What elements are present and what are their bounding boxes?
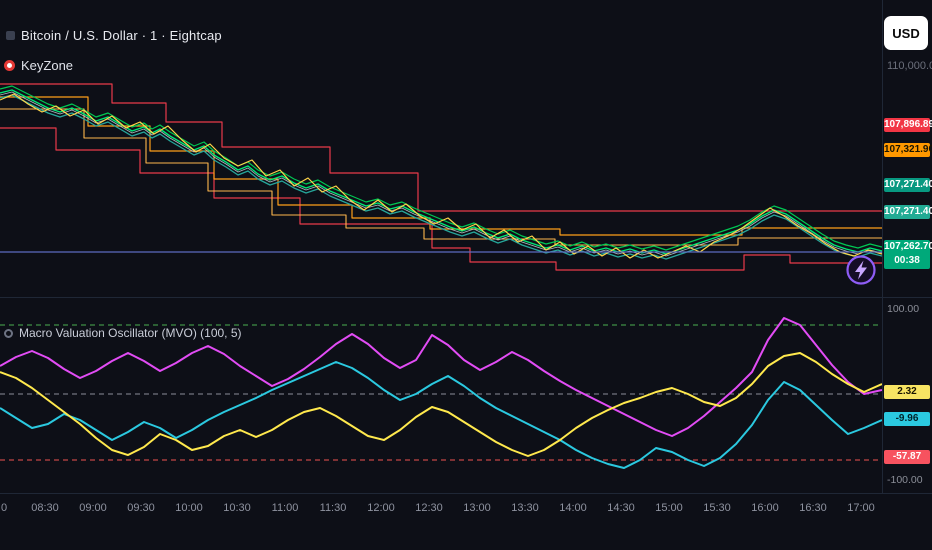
time-label: 10:00 (175, 502, 203, 514)
price-axis-separator (882, 0, 883, 493)
lightning-badge-icon[interactable] (845, 254, 877, 286)
keyzone-legend[interactable]: KeyZone (4, 58, 73, 73)
time-label: 09:00 (79, 502, 107, 514)
time-label: 17:00 (847, 502, 875, 514)
time-axis-separator (0, 493, 932, 494)
time-label: 12:00 (367, 502, 395, 514)
osc-scale-bottom: -100.00 (887, 474, 923, 486)
time-label: 13:30 (511, 502, 539, 514)
keyzone-label: KeyZone (21, 58, 74, 73)
oscillator-title: Macro Valuation Oscillator (MVO) (100, 5… (19, 326, 242, 340)
chart-canvas[interactable] (0, 0, 882, 493)
price-label-0: 107,896.89 (884, 118, 932, 132)
price-label-3: 107,271.40 (884, 205, 932, 219)
countdown-label: 00:38 (894, 255, 920, 266)
price-label-2: 107,271.40 (884, 178, 932, 192)
time-label: 11:00 (271, 502, 299, 514)
time-label: 08:30 (31, 502, 59, 514)
series-mvo-yellow (0, 352, 882, 457)
oscillator-legend[interactable]: Macro Valuation Oscillator (MVO) (100, 5… (4, 326, 242, 340)
price-label-1: 107,321.90 (884, 143, 932, 157)
time-label: 11:30 (319, 502, 347, 514)
currency-toggle-button[interactable]: USD (884, 16, 928, 50)
time-label: 13:00 (463, 502, 491, 514)
symbol-icon (6, 31, 15, 40)
series-mvo-cyan (0, 361, 882, 469)
series-ma-mid (0, 94, 882, 260)
series-ma-signal-yellow (0, 93, 882, 259)
series-ma-slow (0, 85, 882, 251)
time-label: 15:00 (655, 502, 683, 514)
time-label: 0 (0, 502, 8, 514)
price-axis[interactable]: 110,000.00 100.00 -100.00 107,896.89 107,… (882, 0, 932, 493)
time-label: 16:30 (799, 502, 827, 514)
time-label: 14:00 (559, 502, 587, 514)
symbol-legend[interactable]: Bitcoin / U.S. Dollar · 1 · Eightcap (6, 28, 222, 43)
oscillator-label-2: -57.87 (884, 450, 930, 464)
oscillator-label-0: 2.32 (884, 385, 930, 399)
time-label: 14:30 (607, 502, 635, 514)
time-axis[interactable]: 0 08:30 09:00 09:30 10:00 10:30 11:00 11:30 12:0… (0, 493, 932, 550)
panel-separator[interactable] (0, 297, 932, 298)
mvo-icon (4, 328, 13, 338)
price-label-4: 107,262.70 00:38 (884, 240, 932, 269)
oscillator-label-1: -9.96 (884, 412, 930, 426)
time-label: 16:00 (751, 502, 779, 514)
time-label: 15:30 (703, 502, 731, 514)
keyzone-icon (4, 60, 15, 71)
time-label: 12:30 (415, 502, 443, 514)
series-resistance-line (0, 83, 882, 212)
time-label: 10:30 (223, 502, 251, 514)
price-grid-label: 110,000.00 (887, 60, 932, 72)
series-zone-upper (0, 96, 882, 236)
series-price-line (0, 91, 882, 257)
time-label: 09:30 (127, 502, 155, 514)
series-ma-fast (0, 89, 882, 255)
symbol-title: Bitcoin / U.S. Dollar · 1 · Eightcap (21, 28, 222, 43)
series-zone-lower (0, 108, 882, 246)
osc-scale-top: 100.00 (887, 303, 920, 315)
series-support-line (0, 127, 882, 271)
series-mvo-magenta (0, 317, 882, 437)
